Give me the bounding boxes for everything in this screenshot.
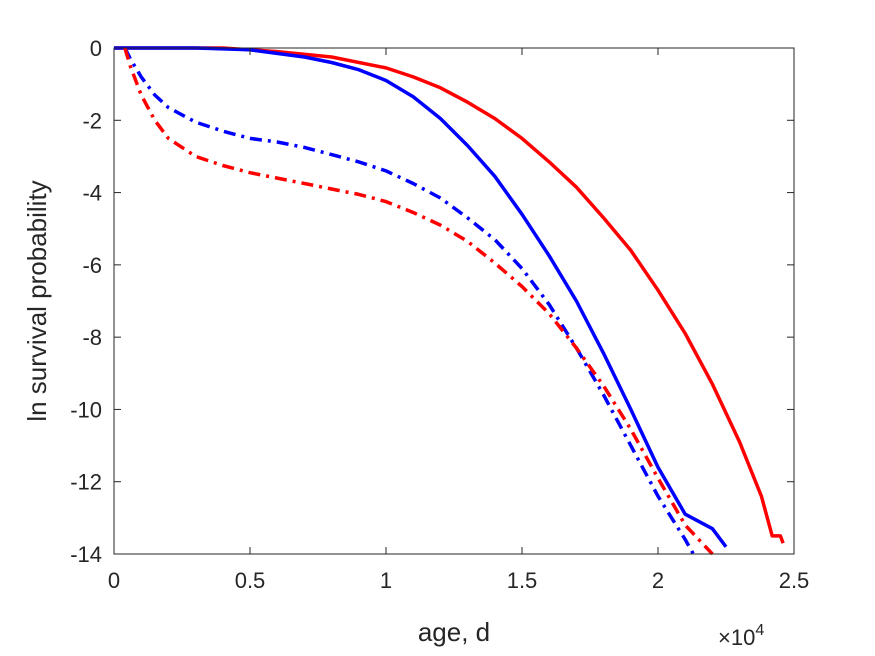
x-tick-label: 1 — [380, 568, 392, 593]
series-line-1 — [114, 46, 785, 544]
series-line-4 — [123, 47, 714, 556]
y-tick-label: -12 — [70, 470, 102, 495]
y-tick-label: -4 — [82, 181, 102, 206]
x-axis-label: age, d — [418, 617, 490, 647]
x-tick-label: 0 — [108, 568, 120, 593]
axis-ticks — [113, 47, 795, 555]
x-axis-multiplier-exponent: 4 — [755, 622, 764, 639]
x-axis-multiplier: ×104 — [718, 622, 764, 650]
axis-tick-labels: 0 0.5 1 1.5 2 2.5 0 -2 -4 -6 -8 -10 -12 -14 — [70, 36, 809, 593]
x-axis-multiplier-base: ×10 — [718, 625, 755, 650]
x-tick-label: 0.5 — [235, 568, 266, 593]
series-line-2 — [114, 46, 728, 548]
x-tick-label: 2 — [652, 568, 664, 593]
y-tick-label: -2 — [82, 108, 102, 133]
y-axis-label: ln survival probability — [22, 180, 52, 421]
x-tick-label: 2.5 — [779, 568, 810, 593]
series-lines — [114, 46, 785, 556]
y-tick-label: -6 — [82, 253, 102, 278]
y-tick-label: -10 — [70, 397, 102, 422]
y-tick-label: -8 — [82, 325, 102, 350]
series-line-3 — [123, 47, 695, 555]
y-tick-label: 0 — [90, 36, 102, 61]
x-tick-label: 1.5 — [507, 568, 538, 593]
y-tick-label: -14 — [70, 542, 102, 567]
plot-area-border — [113, 47, 795, 555]
